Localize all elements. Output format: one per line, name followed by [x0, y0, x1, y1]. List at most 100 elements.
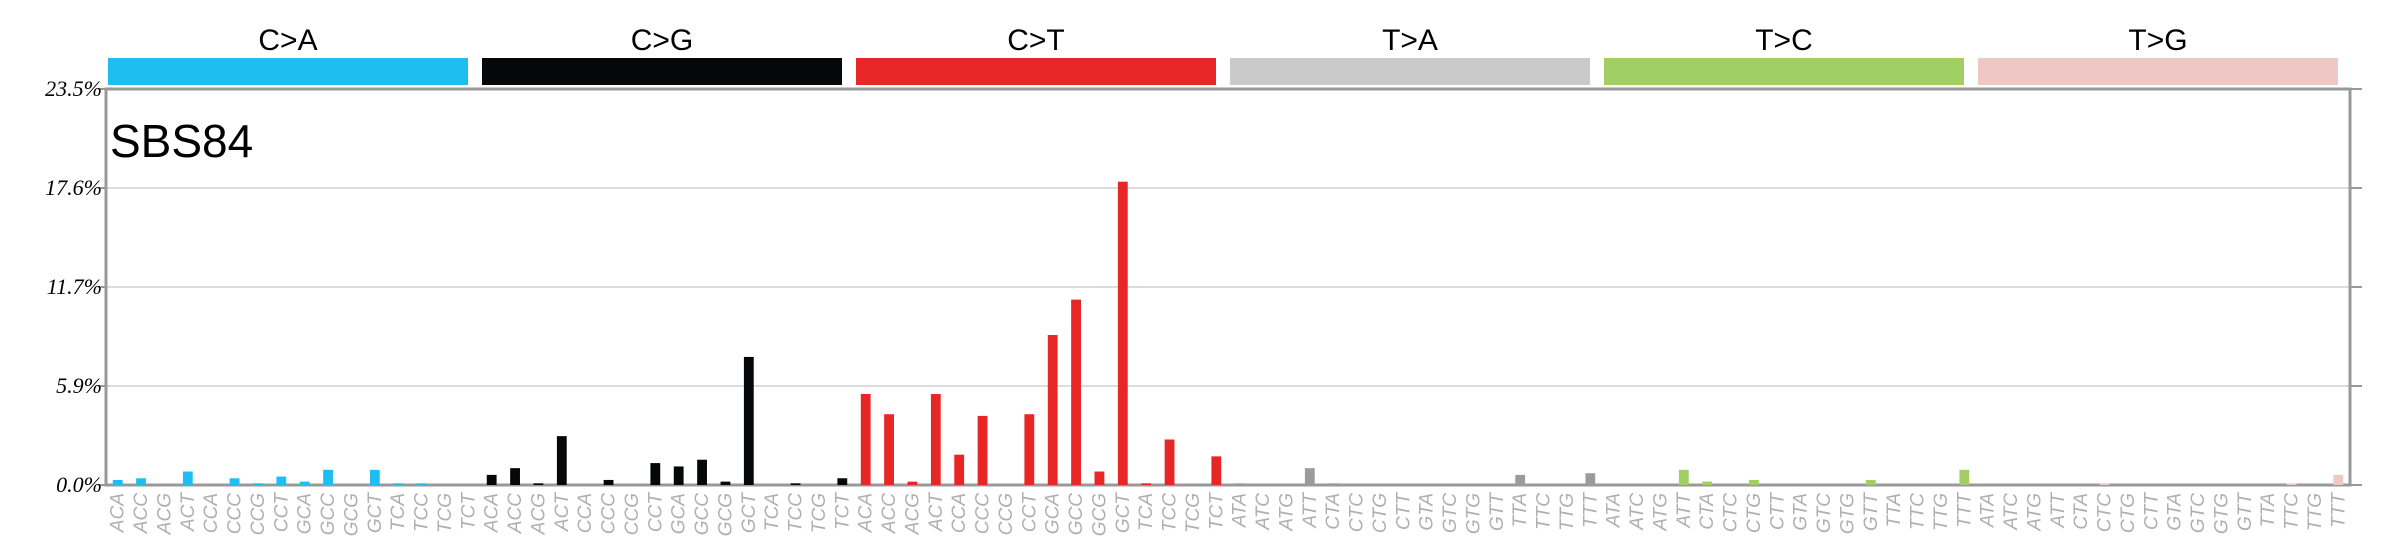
- bar: [1164, 439, 1175, 485]
- x-tick-label: ACA: [108, 493, 129, 533]
- y-tick-label: 0.0%: [56, 472, 102, 497]
- x-tick-label: GTA: [1791, 493, 1812, 531]
- bar: [930, 394, 941, 485]
- bar: [1702, 481, 1713, 485]
- bar: [486, 474, 497, 485]
- x-tick-label: ACG: [528, 493, 549, 535]
- x-tick-label: GCT: [1113, 492, 1134, 534]
- x-tick-label: CCT: [645, 492, 666, 532]
- x-tick-label: GTG: [1837, 493, 1858, 534]
- x-tick-label: ATC: [2001, 493, 2022, 531]
- x-tick-label: ACC: [131, 493, 152, 534]
- x-tick-label: TTG: [1557, 493, 1578, 531]
- gridlines: [106, 187, 2350, 387]
- bar: [1328, 483, 1339, 485]
- bar: [323, 469, 333, 485]
- x-tick-label: TCC: [1160, 493, 1181, 532]
- group-color-bar: [108, 58, 468, 85]
- x-tick-label: ATC: [1253, 493, 1274, 531]
- bar: [1234, 483, 1245, 485]
- x-tick-label: GTT: [2235, 492, 2256, 531]
- group-label: C>T: [1007, 24, 1065, 57]
- x-tick-label: TTA: [1884, 493, 1905, 527]
- bar: [1585, 473, 1596, 485]
- group-color-bar: [1604, 58, 1964, 85]
- x-tick-label: CCG: [996, 493, 1017, 535]
- x-tick-label: GCG: [715, 493, 736, 536]
- x-tick-label: TTA: [1510, 493, 1531, 527]
- bar: [299, 481, 310, 485]
- bar: [743, 356, 754, 485]
- x-tick-label: CCC: [599, 493, 620, 534]
- group-label: T>C: [1755, 24, 1813, 57]
- bar: [1211, 456, 1222, 485]
- bar: [1515, 474, 1526, 485]
- x-tick-label: CCA: [575, 493, 596, 533]
- bar: [837, 478, 848, 485]
- bar: [533, 483, 544, 485]
- x-tick-label: GCG: [1089, 493, 1110, 536]
- x-tick-label: TTA: [2258, 493, 2279, 527]
- y-tick-label: 11.7%: [47, 274, 102, 299]
- bar: [112, 479, 123, 485]
- x-tick-label: CCG: [248, 493, 269, 535]
- bar: [907, 481, 918, 485]
- x-tick-label: CTC: [1721, 493, 1742, 532]
- x-tick-label: TTG: [1931, 493, 1952, 531]
- bar: [650, 463, 661, 485]
- x-tick-label: TCA: [1136, 493, 1157, 531]
- x-tick-label: ATA: [1604, 493, 1625, 528]
- x-tick-label: TCT: [832, 492, 853, 530]
- x-tick-label: CTC: [2095, 493, 2116, 532]
- group-color-bar: [1230, 58, 1590, 85]
- bar: [1047, 335, 1058, 485]
- x-tick-label: CTG: [1370, 493, 1391, 533]
- x-tick-label: CCT: [271, 492, 292, 532]
- bar: [860, 394, 871, 485]
- bar: [393, 483, 404, 485]
- x-tick-label: ACG: [902, 493, 923, 535]
- x-tick-label: TCA: [762, 493, 783, 531]
- bar: [790, 483, 801, 485]
- x-tick-label: GCC: [318, 493, 339, 536]
- bar: [556, 436, 567, 485]
- bar: [369, 469, 380, 485]
- x-tick-label: CTC: [1347, 493, 1368, 532]
- bar: [2333, 474, 2344, 485]
- group-label: T>A: [1382, 24, 1438, 57]
- x-tick-label: TCG: [809, 493, 830, 533]
- bar: [510, 468, 520, 485]
- x-tick-label: GTG: [1463, 493, 1484, 534]
- x-tick-label: TCA: [388, 493, 409, 531]
- x-tick-label: GCA: [1043, 493, 1064, 534]
- bar: [1094, 471, 1105, 485]
- group-color-bar: [1978, 58, 2338, 85]
- bar: [603, 479, 614, 485]
- x-tick-label: TTT: [2328, 492, 2349, 528]
- bar: [416, 483, 427, 485]
- x-tick-label: TCC: [412, 493, 433, 532]
- x-tick-label: TTC: [2282, 493, 2303, 530]
- x-tick-label: ATG: [1650, 493, 1671, 532]
- bar: [954, 454, 965, 485]
- x-tick-label: ATT: [1300, 492, 1321, 529]
- x-tick-label: CCC: [973, 493, 994, 534]
- x-tick-label: GCC: [692, 493, 713, 536]
- bar: [2286, 483, 2297, 485]
- x-tick-label: CTT: [1393, 492, 1414, 530]
- bar: [1304, 468, 1315, 485]
- x-tick-label: ACA: [482, 493, 503, 533]
- bar: [673, 466, 684, 485]
- group-label: C>A: [258, 24, 317, 57]
- y-tick-label: 5.9%: [56, 373, 102, 398]
- x-tick-label: GCA: [669, 493, 690, 534]
- x-tick-label: CTA: [1323, 493, 1344, 530]
- x-tick-label: GTC: [1814, 493, 1835, 533]
- x-tick-label: TCT: [1206, 492, 1227, 530]
- bars: [112, 181, 2344, 485]
- x-tick-label: CTG: [2118, 493, 2139, 533]
- bar: [1024, 414, 1035, 485]
- group-label: T>G: [2128, 24, 2187, 57]
- x-tick-label: TCC: [786, 493, 807, 532]
